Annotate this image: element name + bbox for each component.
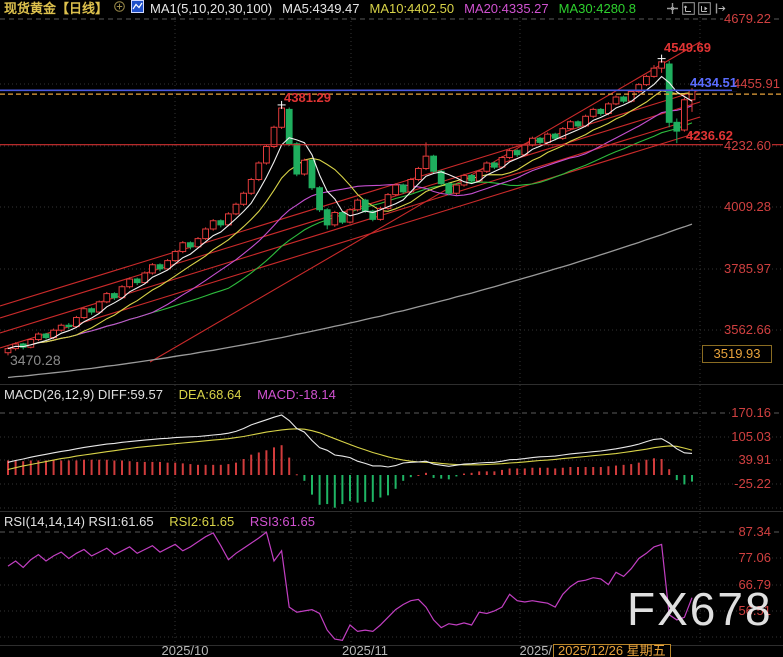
price-tick: 87.34 (737, 524, 772, 539)
price-tick: 4232.60 (723, 138, 772, 153)
macd-hist-value: MACD:-18.14 (257, 387, 336, 402)
cursor-price-box: 3519.93 (702, 345, 772, 363)
pan-icon[interactable] (666, 2, 679, 15)
price-tick: 77.06 (737, 550, 772, 565)
price-tick: 66.79 (737, 577, 772, 592)
red-line-price-label: 4236.62 (686, 128, 733, 143)
swing-high-label: 4381.29 (284, 90, 331, 105)
macd-header: MACD(26,12,9) DIFF:59.57 DEA:68.64 MACD:… (4, 387, 336, 402)
ma-value-label: MA20:4335.27 (464, 1, 549, 16)
add-indicator-icon[interactable] (113, 0, 126, 17)
chart-toolbar (666, 2, 727, 15)
rsi-panel[interactable] (7, 531, 693, 641)
ma-value-label: MA5:4349.47 (282, 1, 360, 16)
mini-chart-icon[interactable] (131, 0, 145, 17)
scale-left-icon[interactable] (682, 2, 695, 15)
panel-separator (0, 384, 783, 385)
price-tick: 39.91 (737, 452, 772, 467)
gridlines (0, 17, 783, 645)
current-date-box: 2025/12/26 星期五 (553, 644, 671, 657)
ma-values: MA5:4349.47 MA10:4402.50 MA20:4335.27 MA30:… (272, 0, 636, 17)
rsi-header: RSI(14,14,14) RSI1:61.65 RSI2:61.65 RSI3… (4, 514, 315, 529)
time-tick: 2025/10 (161, 643, 209, 657)
collapse-right-icon[interactable] (714, 2, 727, 15)
price-tick: 170.16 (730, 405, 772, 420)
price-tick: 4009.28 (723, 199, 772, 214)
macd-panel[interactable] (7, 414, 693, 508)
price-tick: 4455.91 (732, 76, 781, 91)
macd-dea-value: DEA:68.64 (178, 387, 242, 402)
macd-title-diff: MACD(26,12,9) DIFF:59.57 (4, 387, 163, 402)
price-tick: 3562.66 (723, 322, 772, 337)
scale-right-icon[interactable] (698, 2, 711, 15)
rsi2-value: RSI2:61.65 (169, 514, 235, 529)
time-tick: 2025/11 (341, 643, 389, 657)
main-price-panel[interactable] (0, 41, 701, 379)
rsi3-value: RSI3:61.65 (249, 514, 315, 529)
last-price-label: 4434.51 (690, 75, 737, 90)
swing-low-label: 3470.28 (10, 352, 61, 368)
panel-separator (0, 511, 783, 512)
price-tick: 4679.22 (723, 11, 772, 26)
symbol-title: 现货黄金【日线】 (4, 1, 109, 16)
ma-value-label: MA10:4402.50 (369, 1, 455, 16)
ma-value-label: MA30:4280.8 (558, 1, 636, 16)
price-tick: -25.22 (733, 476, 772, 491)
panel-separator (0, 645, 783, 646)
horizontal-level-lines[interactable] (0, 89, 783, 146)
rsi-title-rsi1: RSI(14,14,14) RSI1:61.65 (4, 514, 154, 529)
price-tick: 3785.97 (723, 261, 772, 276)
price-tick: 105.03 (730, 429, 772, 444)
watermark: FX678 (627, 583, 773, 635)
ma-settings-label: MA1(5,10,20,30,100) (150, 1, 273, 16)
price-tick: 56.51 (737, 603, 772, 618)
alltime-high-label: 4549.69 (664, 40, 711, 55)
title-bar: 现货黄金【日线】 MA1(5,10,20,30,100) MA5:4349.47… (0, 0, 783, 17)
